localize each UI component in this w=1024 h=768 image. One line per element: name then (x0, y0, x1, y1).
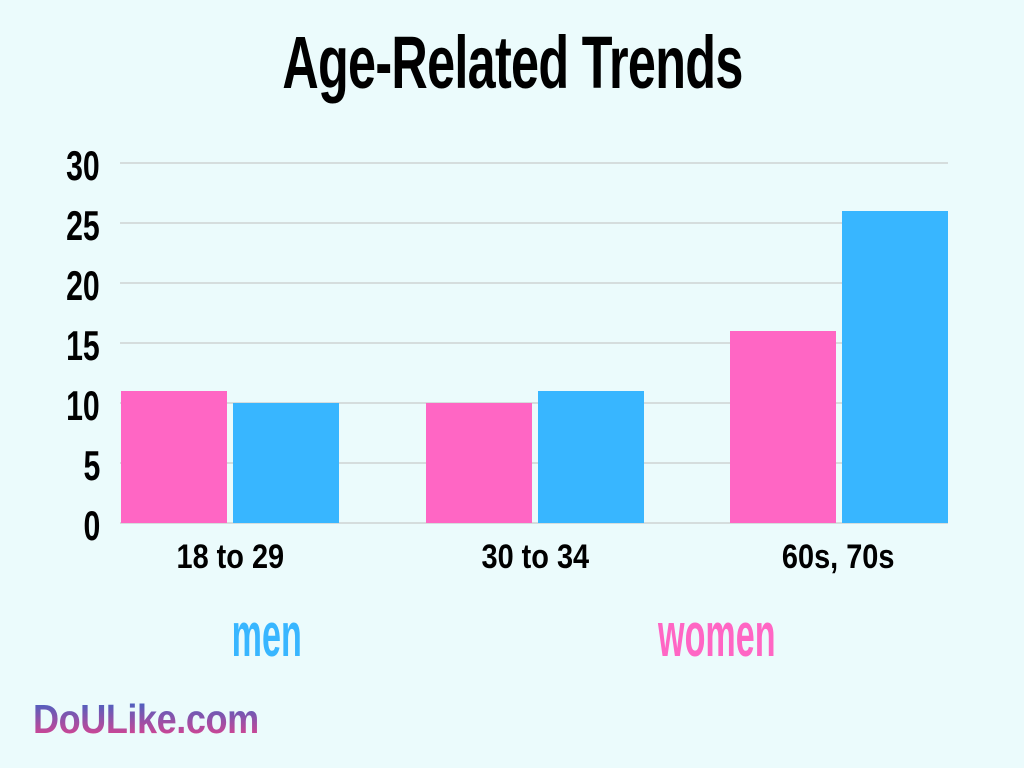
gridline-30 (120, 162, 948, 164)
legend-label: men (231, 601, 303, 670)
x-category-label-0: 18 to 29 (110, 540, 350, 574)
legend-item-men: men (117, 605, 417, 667)
y-tick-text: 0 (83, 502, 100, 549)
gridline-10 (120, 402, 948, 404)
gridline-5 (120, 462, 948, 464)
bar-men-18-to-29 (233, 403, 339, 523)
y-tick-label-25: 25 (10, 205, 100, 257)
chart-title: Age-Related Trends (0, 26, 1024, 100)
y-tick-label-0: 0 (10, 505, 100, 557)
legend-label: women (658, 601, 776, 670)
y-tick-text: 25 (66, 202, 100, 249)
x-category-text: 30 to 34 (481, 538, 589, 576)
y-tick-text: 30 (66, 142, 100, 189)
bar-women-30-to-34 (426, 403, 532, 523)
gridline-20 (120, 282, 948, 284)
legend-item-women: women (567, 605, 867, 667)
x-category-text: 60s, 70s (782, 538, 895, 576)
y-tick-text: 5 (83, 442, 100, 489)
x-category-label-2: 60s, 70s (719, 540, 959, 574)
x-category-label-1: 30 to 34 (415, 540, 655, 574)
y-tick-text: 20 (66, 262, 100, 309)
bar-women-60s-70s (729, 331, 836, 523)
brand-logo: DoULike.com (33, 696, 259, 742)
y-tick-label-15: 15 (10, 325, 100, 377)
bar-men-60s-70s (841, 211, 948, 523)
y-tick-label-20: 20 (10, 265, 100, 317)
y-tick-text: 15 (66, 322, 100, 369)
gridline-25 (120, 222, 948, 224)
y-tick-text: 10 (66, 382, 100, 429)
bar-men-30-to-34 (538, 391, 644, 523)
gridline-0 (120, 522, 948, 524)
x-category-text: 18 to 29 (176, 538, 284, 576)
y-tick-label-30: 30 (10, 145, 100, 197)
y-tick-label-5: 5 (10, 445, 100, 497)
y-tick-label-10: 10 (10, 385, 100, 437)
bar-women-18-to-29 (121, 391, 227, 523)
chart-title-text: Age-Related Trends (281, 21, 743, 104)
gridline-15 (120, 342, 948, 344)
